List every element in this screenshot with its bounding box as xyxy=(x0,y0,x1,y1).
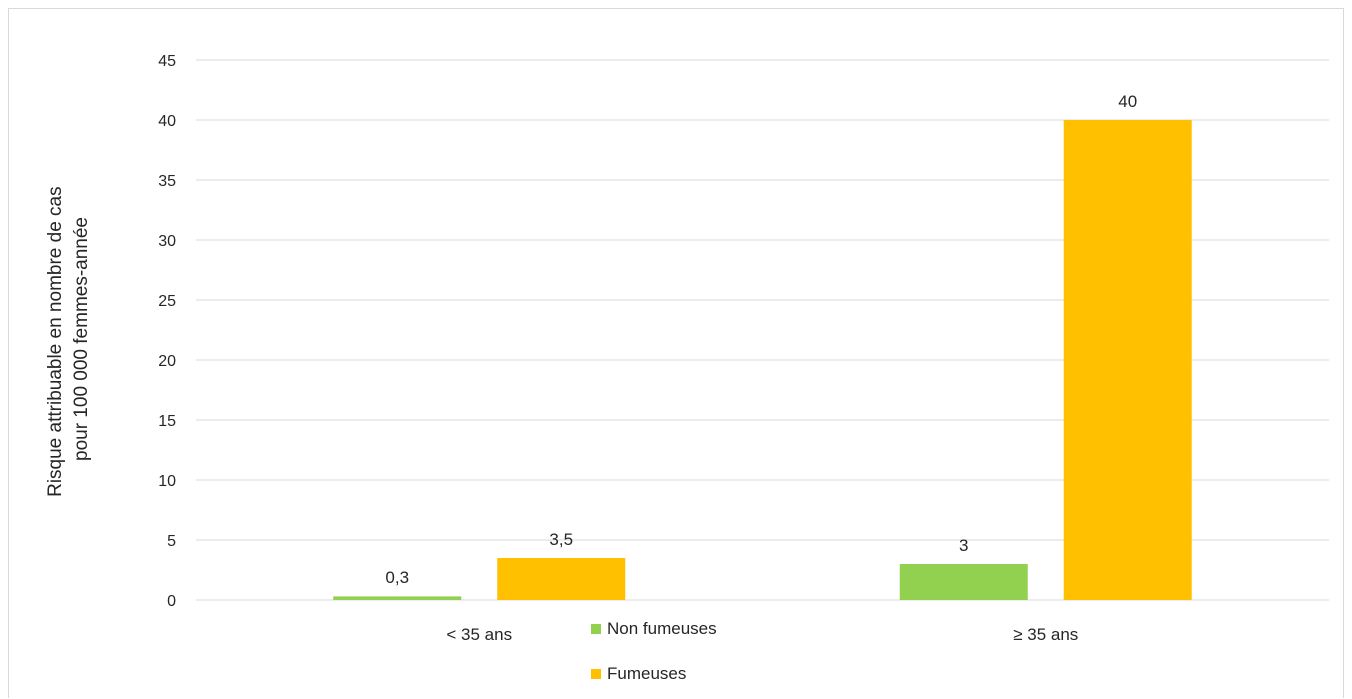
y-tick-label: 5 xyxy=(167,533,176,550)
data-label: 3,5 xyxy=(549,530,573,549)
data-label: 40 xyxy=(1118,92,1137,111)
gridlines xyxy=(196,59,1329,601)
legend: Non fumeuses Fumeuses xyxy=(591,619,717,683)
data-labels: 0,3 3,5 3 40 xyxy=(385,92,1137,587)
chart-frame: 0 5 10 15 20 25 30 35 40 45 0,3 3,5 3 40 < 35 ans ≥ 3… xyxy=(8,8,1344,698)
x-axis-categories: < 35 ans ≥ 35 ans xyxy=(446,625,1078,644)
legend-label-non-fumeuses: Non fumeuses xyxy=(607,619,717,638)
legend-swatch-fumeuses xyxy=(591,669,601,679)
bar-chart: 0 5 10 15 20 25 30 35 40 45 0,3 3,5 3 40 < 35 ans ≥ 3… xyxy=(45,53,1329,683)
x-category-label: < 35 ans xyxy=(446,625,512,644)
bar-fumeuses-1 xyxy=(1063,120,1192,600)
y-tick-label: 45 xyxy=(158,53,176,70)
data-label: 3 xyxy=(959,536,968,555)
y-tick-label: 35 xyxy=(158,173,176,190)
bar-non-fumeuses-0 xyxy=(333,596,462,600)
legend-swatch-non-fumeuses xyxy=(591,624,601,634)
y-axis-title: Risque attribuable en nombre de cas pour… xyxy=(45,181,92,497)
bar-fumeuses-0 xyxy=(497,558,626,600)
y-tick-label: 0 xyxy=(167,593,176,610)
data-label: 0,3 xyxy=(385,568,409,587)
y-tick-label: 15 xyxy=(158,413,176,430)
bars xyxy=(333,120,1192,600)
y-axis-title-line-1: Risque attribuable en nombre de cas xyxy=(45,186,66,497)
y-axis-ticks: 0 5 10 15 20 25 30 35 40 45 xyxy=(158,53,176,610)
y-tick-label: 40 xyxy=(158,113,176,130)
legend-label-fumeuses: Fumeuses xyxy=(607,664,686,683)
y-tick-label: 10 xyxy=(158,473,176,490)
y-axis-title-line-2: pour 100 000 femmes-année xyxy=(71,217,92,461)
y-tick-label: 30 xyxy=(158,233,176,250)
bar-non-fumeuses-1 xyxy=(899,564,1028,600)
y-tick-label: 25 xyxy=(158,293,176,310)
y-tick-label: 20 xyxy=(158,353,176,370)
x-category-label: ≥ 35 ans xyxy=(1013,625,1078,644)
